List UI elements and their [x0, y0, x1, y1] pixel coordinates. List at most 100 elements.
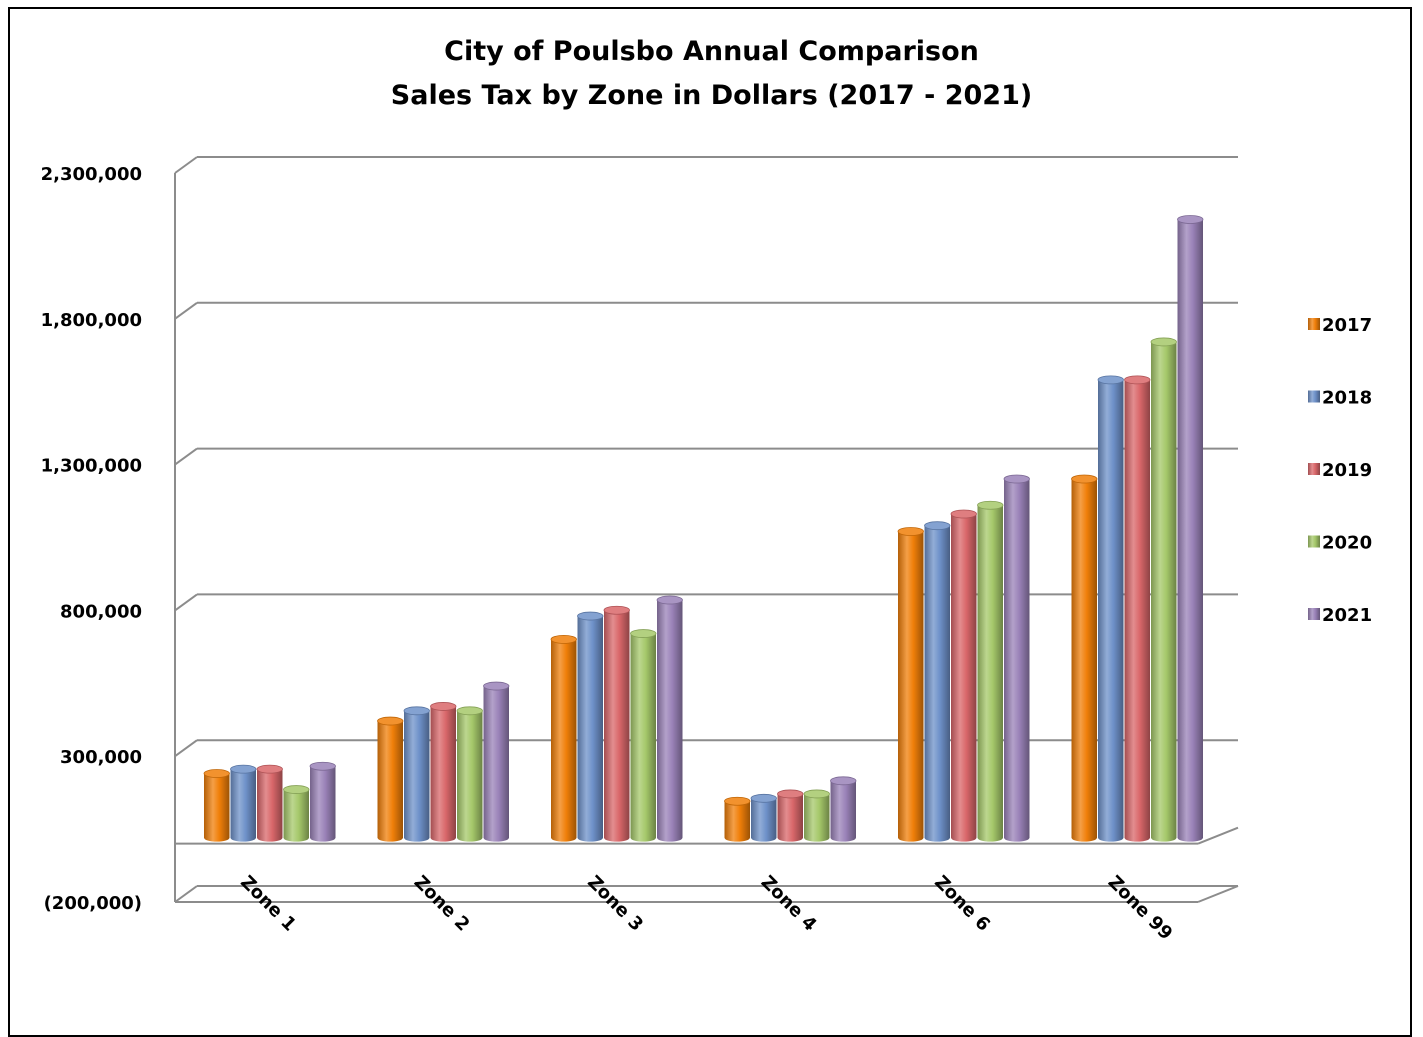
chart-title-line-1: City of Poulsbo Annual Comparison — [444, 36, 979, 67]
legend-item-2018: 2018 — [1308, 388, 1372, 409]
bar-cap — [283, 785, 310, 794]
bar-zone-4-2017 — [724, 796, 751, 842]
x-category-label: Zone 2 — [410, 872, 474, 936]
bar-cap — [830, 776, 857, 786]
gridline-side — [174, 301, 198, 320]
axes — [174, 173, 1239, 903]
bar-zone-3-2017 — [550, 634, 577, 842]
legend-item-2017: 2017 — [1308, 315, 1372, 336]
bar-body — [924, 525, 950, 842]
y-tick-label: 800,000 — [60, 601, 142, 622]
bars — [203, 215, 1204, 842]
gridline-side — [174, 447, 198, 466]
bar-body — [951, 514, 977, 842]
bar-cap — [430, 702, 457, 711]
bar-zone-99-2019 — [1124, 375, 1151, 842]
bar-body — [551, 639, 577, 842]
bar-body — [377, 721, 403, 842]
y-tick-label: 1,300,000 — [41, 456, 142, 477]
bar-cap — [803, 789, 830, 799]
gridline-side — [174, 593, 198, 612]
gridlines — [174, 156, 1238, 903]
legend-label: 2019 — [1322, 460, 1372, 481]
bar-body — [1071, 479, 1097, 842]
bar-cap — [203, 769, 230, 778]
bar-cap — [950, 509, 977, 519]
legend-label: 2021 — [1322, 605, 1372, 626]
bar-zone-2-2020 — [456, 706, 483, 842]
bar-zone-6-2018 — [924, 521, 951, 842]
bar-body — [1098, 379, 1124, 842]
y-tick-label: 300,000 — [60, 747, 142, 768]
bar-zone-6-2020 — [977, 500, 1004, 842]
bar-body — [751, 798, 777, 842]
bar-zone-1-2020 — [283, 785, 310, 842]
y-tick-label: (200,000) — [44, 893, 142, 914]
bar-zone-2-2018 — [403, 706, 430, 842]
bar-zone-1-2018 — [230, 764, 257, 842]
bar-cap — [256, 764, 283, 774]
bar-zone-4-2018 — [750, 793, 777, 842]
gridline-side — [174, 739, 198, 758]
bar-body — [977, 505, 1003, 842]
bar-body — [1124, 379, 1150, 842]
bar-zone-6-2019 — [950, 509, 977, 842]
bar-zone-1-2021 — [309, 761, 336, 842]
bar-body — [1151, 341, 1177, 842]
bar-cap — [724, 796, 751, 806]
legend: 2017 2018 2019 2020 2021 — [1308, 315, 1372, 626]
bar-body — [898, 531, 924, 842]
x-category-label: Zone 3 — [583, 872, 647, 936]
legend-swatch — [1308, 535, 1320, 548]
bar-cap — [977, 500, 1004, 510]
bar-cap — [577, 611, 604, 621]
gridline-side — [174, 156, 198, 174]
bar-cap — [377, 716, 404, 726]
bar-body — [724, 801, 750, 842]
bar-cap — [483, 681, 510, 691]
y-tick-label: 2,300,000 — [41, 164, 142, 185]
bar-zone-3-2019 — [603, 605, 630, 842]
legend-label: 2017 — [1322, 315, 1372, 336]
bar-cap — [1003, 474, 1030, 484]
legend-swatch — [1308, 463, 1320, 475]
legend-item-2019: 2019 — [1308, 460, 1372, 481]
bar-body — [457, 710, 483, 842]
bar-cap — [656, 595, 683, 605]
bar-cap — [1071, 474, 1098, 484]
bar-body — [630, 633, 656, 842]
legend-item-2020: 2020 — [1308, 533, 1372, 554]
bar-zone-99-2018 — [1097, 375, 1124, 842]
legend-swatch — [1308, 608, 1320, 620]
legend-swatch — [1308, 318, 1320, 330]
bar-cap — [630, 629, 657, 638]
bar-cap — [403, 706, 430, 716]
x-category-label: Zone 1 — [236, 872, 300, 936]
bar-body — [483, 686, 509, 842]
chart-title: City of Poulsbo Annual Comparison Sales … — [0, 30, 1423, 118]
legend-label: 2020 — [1322, 533, 1372, 554]
bar-zone-3-2018 — [577, 611, 604, 842]
bar-zone-4-2019 — [777, 789, 804, 842]
bar-zone-3-2021 — [656, 595, 683, 842]
bar-body — [257, 769, 283, 842]
y-tick-label: 1,800,000 — [41, 310, 142, 331]
bar-body — [604, 610, 630, 842]
bar-body — [404, 710, 430, 842]
bar-cap — [750, 793, 777, 803]
bar-body — [204, 773, 230, 842]
bar-zone-99-2020 — [1150, 337, 1177, 842]
bar-zone-4-2021 — [830, 776, 857, 842]
bar-zone-99-2021 — [1177, 215, 1204, 842]
bar-zone-2-2017 — [377, 716, 404, 842]
bar-cap — [309, 761, 336, 771]
bar-cap — [1177, 215, 1204, 224]
bar-body — [1177, 219, 1203, 842]
bar-cap — [1124, 375, 1151, 385]
bar-zone-6-2021 — [1003, 474, 1030, 842]
bar-zone-1-2017 — [203, 769, 230, 842]
bar-cap — [777, 789, 804, 799]
bar-body — [657, 600, 683, 842]
bar-body — [830, 780, 856, 842]
